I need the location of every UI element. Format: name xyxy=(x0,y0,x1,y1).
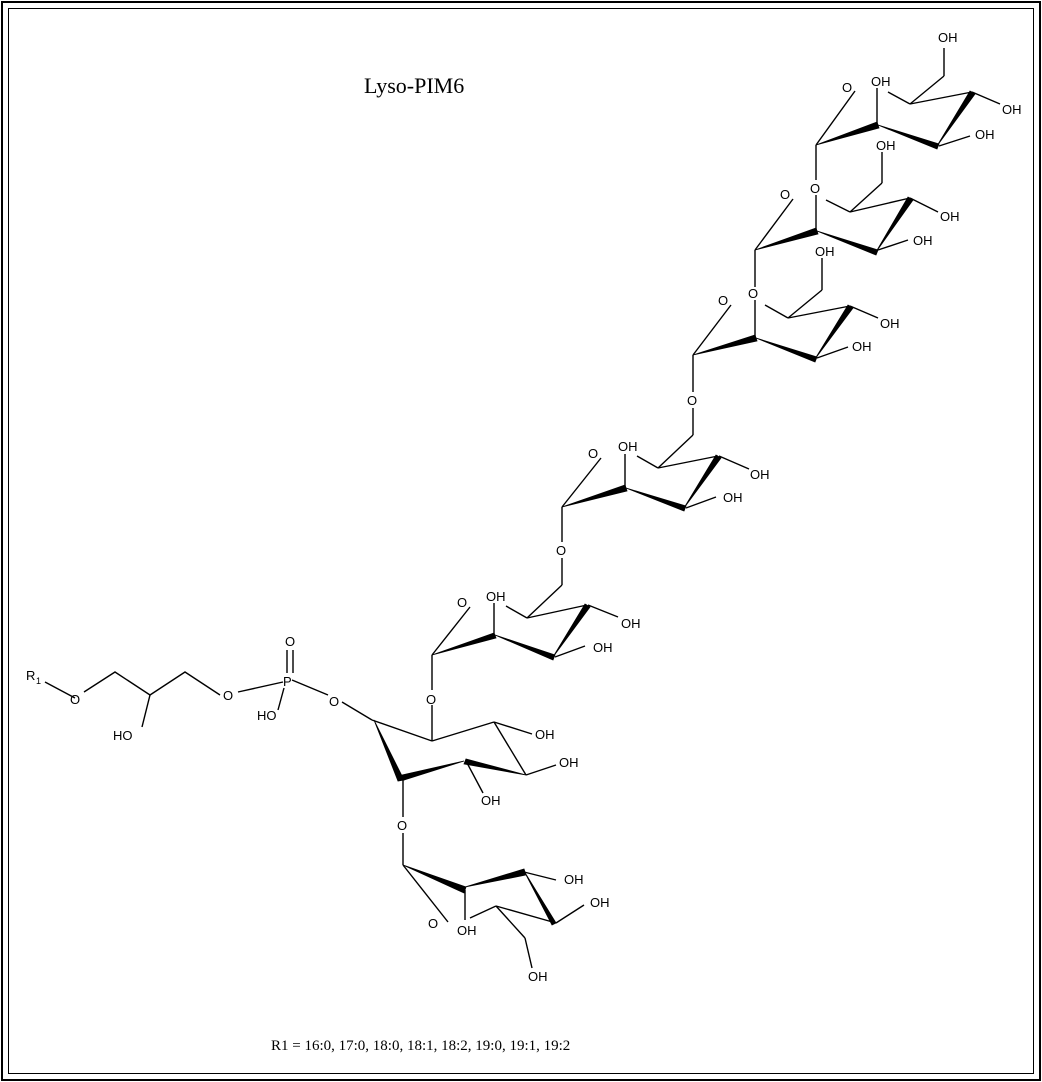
atom-oh: OH xyxy=(876,138,896,153)
atom-o: O xyxy=(687,393,697,408)
atom-oh: OH xyxy=(913,233,933,248)
atom-oh: OH xyxy=(535,727,555,742)
atom-oh: OH xyxy=(481,793,501,808)
atom-oh: OH xyxy=(1002,102,1022,117)
atom-oh: OH xyxy=(528,969,548,984)
atom-oh: OH xyxy=(880,316,900,331)
atom-oh: OH xyxy=(486,589,506,604)
atom-o: O xyxy=(810,181,820,196)
mannose-ring-4 xyxy=(692,258,879,392)
atom-ring-o: O xyxy=(588,446,598,461)
atom-oh: OH xyxy=(457,923,477,938)
atom-oh: OH xyxy=(590,895,610,910)
atom-oh: OH xyxy=(852,339,872,354)
atom-labels: R 1 O HO O P O HO O O OH OH OH O OH OH O… xyxy=(26,30,1022,984)
atom-ring-o: O xyxy=(428,916,438,931)
atom-o: O xyxy=(329,694,339,709)
atom-oh: OH xyxy=(975,127,995,142)
atom-oh: OH xyxy=(618,439,638,454)
atom-ring-o: O xyxy=(780,187,790,202)
figure-title: Lyso-PIM6 xyxy=(364,73,465,98)
atom-oh: OH xyxy=(559,755,579,770)
mannose-ring-top xyxy=(815,48,1001,180)
atom-o: O xyxy=(426,692,436,707)
mannose-ring-5 xyxy=(754,152,939,287)
mannose-ring-2 xyxy=(431,558,619,690)
r1-definition-caption: R1 = 16:0, 17:0, 18:0, 18:1, 18:2, 19:0,… xyxy=(271,1038,571,1054)
atom-ho: HO xyxy=(113,728,133,743)
atom-ring-o: O xyxy=(457,595,467,610)
atom-oh: OH xyxy=(871,74,891,89)
atom-o: O xyxy=(285,634,295,649)
atom-oh: OH xyxy=(593,640,613,655)
atom-ho: HO xyxy=(257,708,277,723)
mannose-ring-3 xyxy=(561,408,750,542)
atom-oh: OH xyxy=(938,30,958,45)
atom-ring-o: O xyxy=(842,80,852,95)
atom-o: O xyxy=(556,543,566,558)
atom-oh: OH xyxy=(940,209,960,224)
atom-o: O xyxy=(397,818,407,833)
atom-o: O xyxy=(748,286,758,301)
r1-label: R xyxy=(26,668,35,683)
glycerol-phosphate-chain xyxy=(44,650,373,728)
r1-subscript: 1 xyxy=(36,676,41,686)
inner-frame xyxy=(8,8,1034,1074)
inositol-ring xyxy=(371,705,557,817)
atom-oh: OH xyxy=(723,490,743,505)
atom-p: P xyxy=(283,674,292,689)
atom-o: O xyxy=(223,688,233,703)
atom-oh: OH xyxy=(815,244,835,259)
mannose-ring-bottom xyxy=(402,833,585,969)
atom-oh: OH xyxy=(750,467,770,482)
atom-o: O xyxy=(70,692,80,707)
atom-oh: OH xyxy=(621,616,641,631)
atom-oh: OH xyxy=(564,872,584,887)
atom-ring-o: O xyxy=(718,293,728,308)
